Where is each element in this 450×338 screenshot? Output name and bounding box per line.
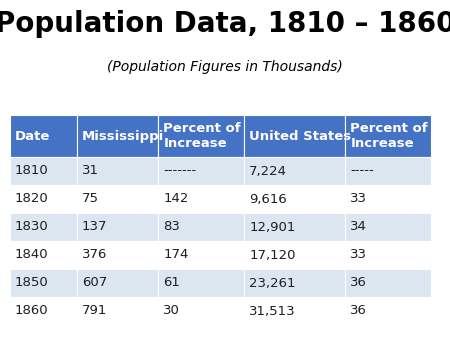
Text: 83: 83 (163, 220, 180, 234)
Text: Date: Date (15, 129, 50, 143)
Text: 174: 174 (163, 248, 189, 262)
Text: 31,513: 31,513 (249, 305, 296, 317)
Text: 9,616: 9,616 (249, 193, 287, 206)
Text: United States: United States (249, 129, 351, 143)
Text: 12,901: 12,901 (249, 220, 296, 234)
Text: 31: 31 (81, 165, 99, 177)
Text: 33: 33 (351, 248, 367, 262)
Text: Percent of
Increase: Percent of Increase (163, 122, 241, 150)
Text: 7,224: 7,224 (249, 165, 288, 177)
Text: 1860: 1860 (15, 305, 49, 317)
Text: -----: ----- (351, 165, 374, 177)
Text: Mississippi: Mississippi (81, 129, 164, 143)
Text: 1850: 1850 (15, 276, 49, 290)
Text: 61: 61 (163, 276, 180, 290)
Text: 36: 36 (351, 276, 367, 290)
Text: 30: 30 (163, 305, 180, 317)
Text: 75: 75 (81, 193, 99, 206)
Text: 17,120: 17,120 (249, 248, 296, 262)
Text: 1840: 1840 (15, 248, 49, 262)
Text: 1820: 1820 (15, 193, 49, 206)
Text: (​Population Figures in Thousands​): (​Population Figures in Thousands​) (107, 60, 343, 74)
Text: 33: 33 (351, 193, 367, 206)
Text: Percent of
Increase: Percent of Increase (351, 122, 428, 150)
Text: Population Data, 1810 – 1860: Population Data, 1810 – 1860 (0, 10, 450, 38)
Text: 1810: 1810 (15, 165, 49, 177)
Text: 142: 142 (163, 193, 189, 206)
Text: 34: 34 (351, 220, 367, 234)
Text: 791: 791 (81, 305, 107, 317)
Text: 607: 607 (81, 276, 107, 290)
Text: 376: 376 (81, 248, 107, 262)
Text: 137: 137 (81, 220, 107, 234)
Text: 23,261: 23,261 (249, 276, 296, 290)
Text: 1830: 1830 (15, 220, 49, 234)
Text: -------: ------- (163, 165, 197, 177)
Text: 36: 36 (351, 305, 367, 317)
